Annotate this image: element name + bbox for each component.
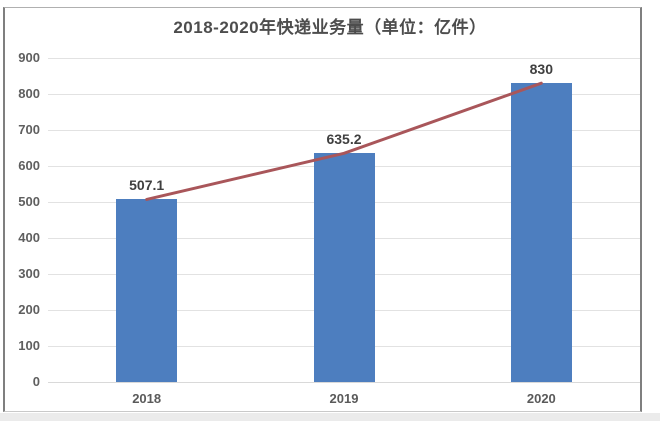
chart-title: 2018-2020年快递业务量（单位：亿件） [173, 18, 487, 37]
value-label-2018: 507.1 [129, 177, 165, 194]
y-tick-label-100: 100 [18, 338, 40, 353]
bar-2019 [313, 153, 375, 382]
x-tick-label-2020: 2020 [526, 391, 556, 406]
y-tick-label-500: 500 [18, 194, 40, 209]
y-tick-label-0: 0 [32, 374, 40, 389]
value-label-2020: 830 [529, 61, 553, 78]
y-tick-label-400: 400 [18, 230, 40, 245]
y-tick-label-300: 300 [18, 266, 40, 281]
value-label-2019: 635.2 [326, 131, 362, 148]
y-tick-label-200: 200 [18, 302, 40, 317]
y-tick-label-600: 600 [18, 158, 40, 173]
gridline-900 [48, 58, 640, 59]
y-tick-label-800: 800 [18, 86, 40, 101]
y-tick-label-900: 900 [18, 50, 40, 65]
bottom-gray-strip [0, 413, 660, 421]
gridline-0 [48, 382, 640, 383]
x-tick-label-2018: 2018 [132, 391, 162, 406]
x-tick-label-2019: 2019 [329, 391, 359, 406]
bar-2020 [510, 83, 572, 382]
y-tick-label-700: 700 [18, 122, 40, 137]
bar-2018 [116, 199, 178, 382]
